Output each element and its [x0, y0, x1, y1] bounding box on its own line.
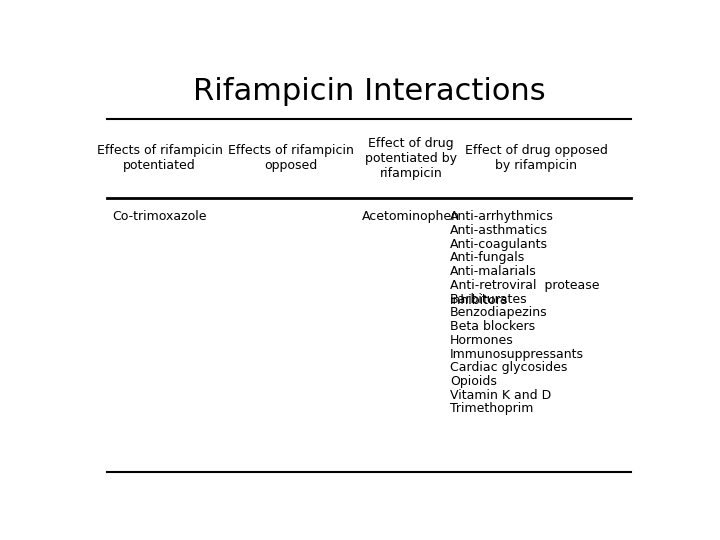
Text: Anti-retroviral  protease
inhibitors: Anti-retroviral protease inhibitors — [450, 279, 600, 307]
Text: Effect of drug
potentiated by
rifampicin: Effect of drug potentiated by rifampicin — [365, 137, 457, 180]
Text: Anti-asthmatics: Anti-asthmatics — [450, 224, 548, 237]
Text: Anti-coagulants: Anti-coagulants — [450, 238, 548, 251]
Text: Acetominophen: Acetominophen — [362, 210, 460, 224]
Text: Effects of rifampicin
opposed: Effects of rifampicin opposed — [228, 144, 354, 172]
Text: Anti-malarials: Anti-malarials — [450, 265, 536, 278]
Text: Anti-arrhythmics: Anti-arrhythmics — [450, 210, 554, 224]
Text: Co-trimoxazole: Co-trimoxazole — [112, 210, 207, 224]
Text: Effect of drug opposed
by rifampicin: Effect of drug opposed by rifampicin — [465, 144, 608, 172]
Text: Rifampicin Interactions: Rifampicin Interactions — [193, 77, 545, 106]
Text: Barbiturates: Barbiturates — [450, 293, 528, 306]
Text: Opioids: Opioids — [450, 375, 497, 388]
Text: Beta blockers: Beta blockers — [450, 320, 535, 333]
Text: Vitamin K and D: Vitamin K and D — [450, 389, 552, 402]
Text: Immunosuppressants: Immunosuppressants — [450, 348, 584, 361]
Text: Trimethoprim: Trimethoprim — [450, 402, 534, 415]
Text: Effects of rifampicin
potentiated: Effects of rifampicin potentiated — [96, 144, 222, 172]
Text: Cardiac glycosides: Cardiac glycosides — [450, 361, 567, 374]
Text: Hormones: Hormones — [450, 334, 513, 347]
Text: Benzodiapezins: Benzodiapezins — [450, 306, 547, 319]
Text: Anti-fungals: Anti-fungals — [450, 252, 525, 265]
